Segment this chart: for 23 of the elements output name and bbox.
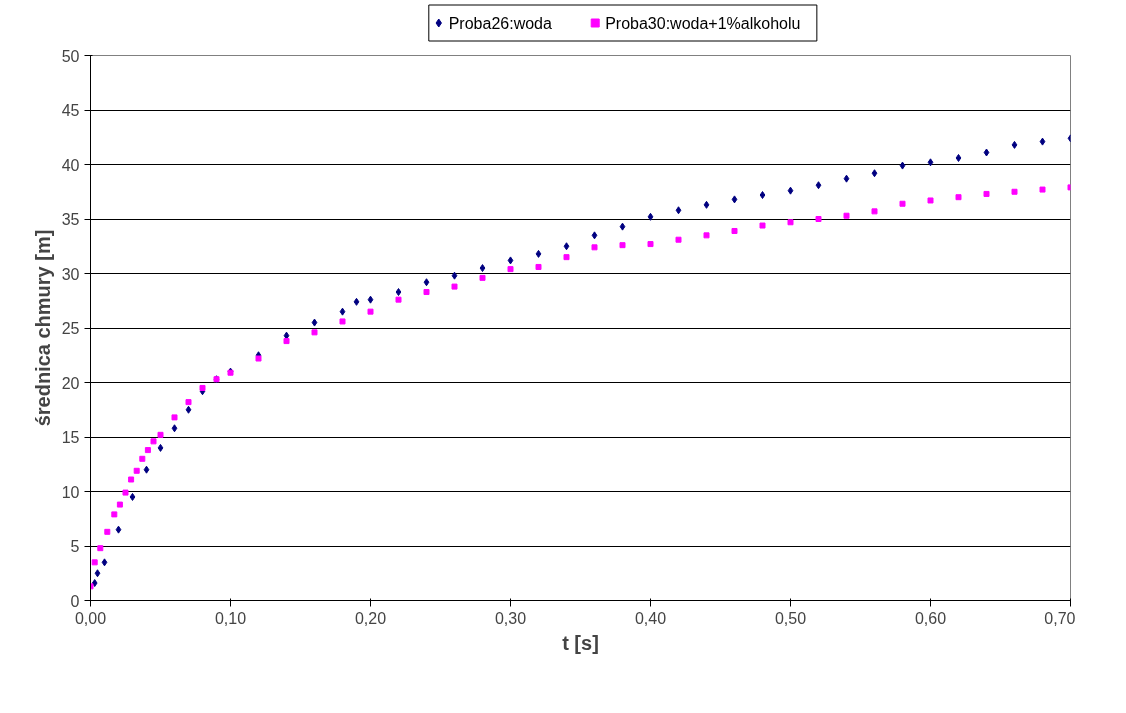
y-tick-label: 30 — [61, 265, 80, 283]
y-tick-label: 50 — [61, 47, 80, 65]
x-axis-title: t [s] — [562, 631, 599, 654]
x-tick-label: 0,70 — [1044, 609, 1076, 627]
y-tick-label: 40 — [61, 156, 80, 174]
legend-label: Proba30:woda+1%alkoholu — [605, 14, 801, 32]
y-tick-label: 25 — [61, 320, 80, 337]
legend-label: Proba26:woda — [448, 14, 552, 32]
x-tick-label: 0,30 — [494, 609, 527, 627]
y-tick-label: 15 — [61, 429, 80, 446]
y-tick-label: 45 — [61, 102, 80, 119]
x-tick-label: 0,50 — [774, 609, 807, 627]
y-tick-label: 20 — [61, 374, 80, 392]
y-axis-title: średnica chmury [m] — [31, 229, 54, 427]
x-tick-label: 0,40 — [634, 609, 667, 627]
y-tick-label: 5 — [70, 538, 80, 555]
y-tick-label: 10 — [61, 483, 80, 501]
x-tick-label: 0,20 — [354, 609, 387, 627]
x-tick-label: 0,60 — [914, 609, 947, 627]
x-tick-label: 0,10 — [214, 609, 247, 627]
y-tick-label: 35 — [61, 211, 80, 228]
y-tick-label: 0 — [70, 592, 80, 610]
x-tick-label: 0,00 — [74, 609, 107, 627]
